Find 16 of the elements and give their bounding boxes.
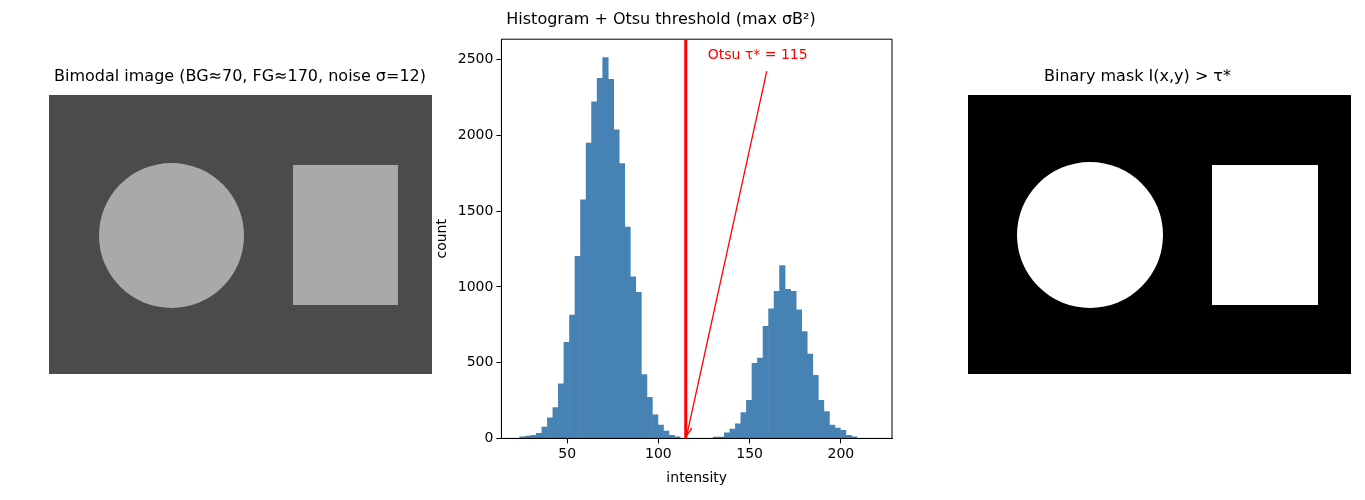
y-tick-label: 0 [484,429,494,446]
x-tick-label: 100 [645,445,672,462]
x-axis-title: intensity [666,469,728,486]
chart-title: Histogram + Otsu threshold (max σB²) [506,8,816,28]
y-tick-label: 1000 [457,277,494,294]
y-tick-label: 2500 [457,50,494,67]
y-axis-title: count [433,218,450,259]
annotation: Otsu τ* = 115 [707,46,808,63]
text: Binary mask I(x,y) > τ* [1043,66,1232,85]
text: Bimodal image (BG≈70, FG≈170, noise σ=12) [53,66,427,85]
y-tick-label: 1500 [457,201,494,218]
x-tick-label: 200 [827,445,855,462]
y-tick-label: 2000 [457,126,494,143]
y-tick-label: 500 [466,353,494,370]
x-tick-label: 50 [558,445,577,462]
x-tick-label: 150 [736,445,764,462]
